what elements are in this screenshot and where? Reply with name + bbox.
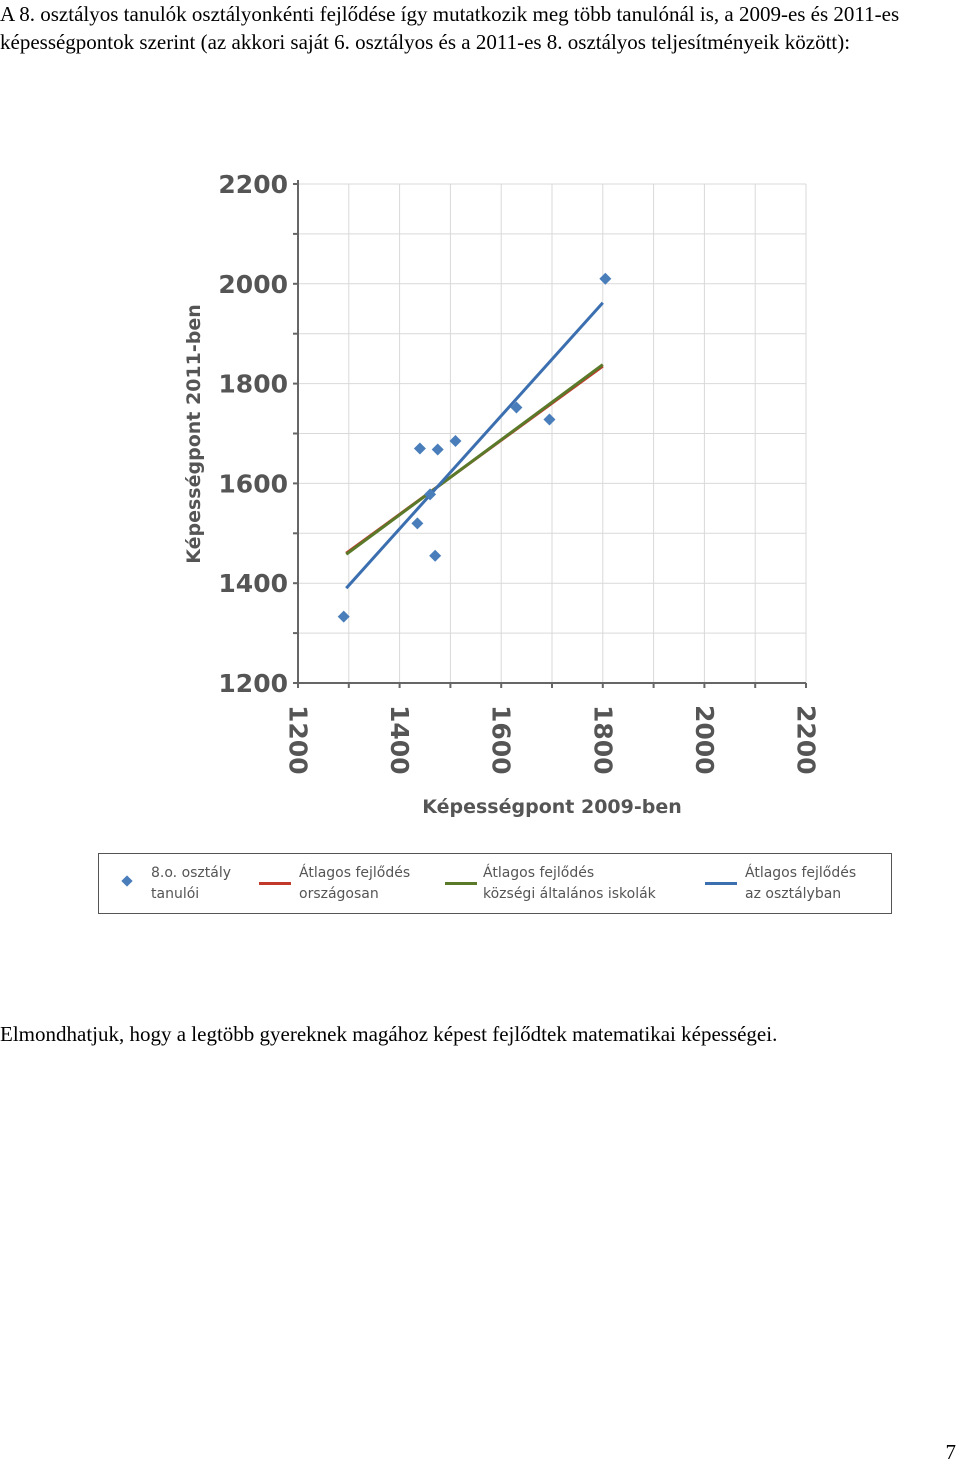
chart-axes: [293, 180, 807, 688]
legend-item-village-schools: Átlagos fejlődés községi általános iskol…: [445, 863, 656, 905]
x-tick-label: 2000: [690, 705, 719, 775]
x-tick-label: 1800: [588, 705, 617, 775]
y-tick-label: 2200: [218, 170, 288, 199]
data-point: [429, 549, 442, 562]
y-tick-label: 1600: [218, 469, 288, 498]
y-tick-label: 1200: [218, 669, 288, 698]
y-tick-labels: 1200 1400 1600 1800 2000 2200: [218, 170, 288, 698]
x-tick-label: 1200: [284, 705, 313, 775]
trend-line: [345, 363, 604, 556]
data-point: [599, 272, 612, 285]
data-point: [510, 401, 523, 414]
chart-legend: 8.o. osztály tanulói Átlagos fejlődés or…: [98, 853, 892, 914]
y-tick-label: 1800: [218, 370, 288, 399]
data-points: [337, 272, 612, 623]
legend-label: Átlagos fejlődés: [299, 865, 411, 881]
y-axis-label: Képességpont 2011-ben: [183, 304, 205, 564]
legend-diamond-marker: [121, 875, 133, 887]
legend-line-marker: [445, 882, 477, 885]
intro-paragraph: A 8. osztályos tanulók osztályonkénti fe…: [0, 2, 900, 54]
data-point: [431, 443, 444, 456]
legend-item-national: Átlagos fejlődés országosan: [259, 863, 410, 905]
x-tick-label: 1600: [487, 705, 516, 775]
scatter-chart: 1200 1400 1600 1800 2000 2200 1200 1400 1600 180…: [183, 170, 821, 818]
conclusion-paragraph: Elmondhatjuk, hogy a legtöbb gyereknek m…: [0, 1022, 778, 1046]
legend-label: országosan: [299, 886, 379, 902]
data-point: [411, 517, 424, 530]
legend-item-class: Átlagos fejlődés az osztályban: [705, 863, 856, 905]
y-tick-label: 1400: [218, 569, 288, 598]
legend-label: Átlagos fejlődés: [483, 865, 595, 881]
trend-lines: [345, 301, 604, 590]
chart-grid: [298, 183, 807, 683]
legend-line-marker: [705, 882, 737, 885]
x-tick-label: 2200: [792, 705, 821, 775]
legend-label: tanulói: [151, 886, 200, 902]
page-number: 7: [945, 1440, 957, 1464]
legend-label: községi általános iskolák: [483, 886, 656, 902]
trend-line: [345, 301, 604, 590]
x-tick-label: 1400: [385, 705, 414, 775]
legend-label: az osztályban: [745, 886, 842, 902]
legend-label: Átlagos fejlődés: [745, 865, 857, 881]
data-point: [337, 610, 350, 623]
y-tick-label: 2000: [218, 270, 288, 299]
legend-label: 8.o. osztály: [151, 865, 232, 881]
legend-line-marker: [259, 882, 291, 885]
data-point: [413, 442, 426, 455]
data-point: [449, 434, 462, 447]
legend-item-students: 8.o. osztály tanulói: [119, 863, 231, 905]
data-point: [543, 413, 556, 426]
data-point: [424, 488, 437, 501]
x-axis-label: Képességpont 2009-ben: [422, 796, 682, 818]
x-tick-labels: 1200 1400 1600 1800 2000 2200: [284, 705, 821, 775]
